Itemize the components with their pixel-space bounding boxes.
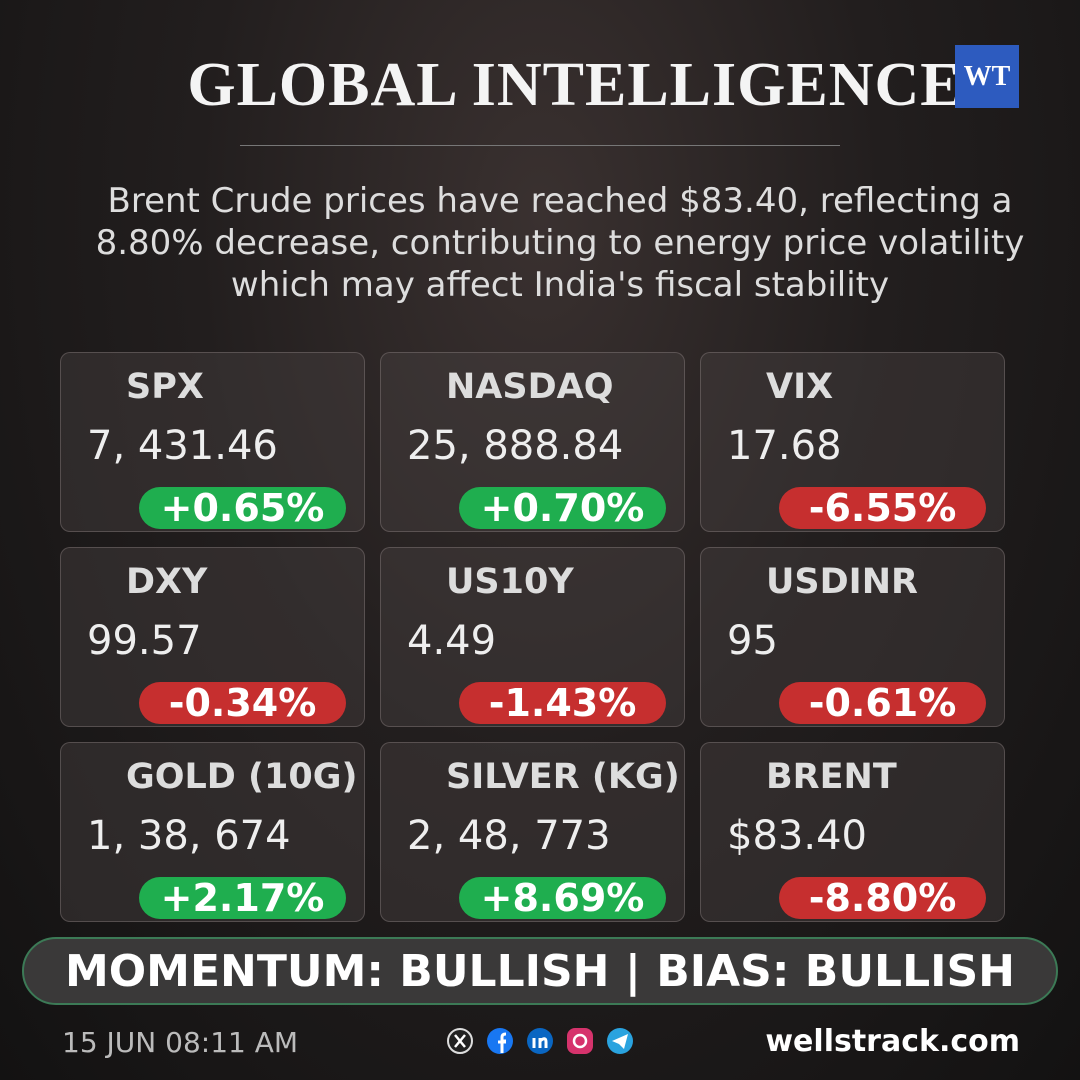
card-name: VIX	[766, 367, 834, 407]
card-value: 2, 48, 773	[407, 813, 611, 859]
card-name: NASDAQ	[446, 367, 614, 407]
card-value: $83.40	[727, 813, 867, 859]
timestamp: 15 JUN 08:11 AM	[62, 1026, 299, 1059]
instagram-icon[interactable]	[567, 1028, 593, 1054]
card-name: USDINR	[766, 562, 918, 602]
change-pill: -6.55%	[779, 486, 986, 530]
card-name: SILVER (KG)	[446, 757, 680, 797]
banner: MOMENTUM: BULLISH | BIAS: BULLISH	[22, 937, 1058, 1005]
card-value: 1, 38, 674	[87, 813, 291, 859]
card-name: GOLD (10G)	[126, 757, 358, 797]
market-card: VIX 17.68 -6.55%	[700, 352, 1005, 532]
card-name: US10Y	[446, 562, 574, 602]
title: GLOBAL INTELLIGENCE	[187, 51, 963, 119]
telegram-glyph	[612, 1034, 628, 1049]
market-card: US10Y 4.49 -1.43%	[380, 547, 685, 727]
website[interactable]: wellstrack.com	[765, 1024, 1020, 1059]
change-pill: +0.65%	[139, 486, 346, 530]
logo: WT	[955, 45, 1019, 108]
change-pill: +0.70%	[459, 486, 666, 530]
change-pill: -0.61%	[779, 681, 986, 725]
card-value: 95	[727, 618, 778, 664]
change-pill: -0.34%	[139, 681, 346, 725]
market-card: DXY 99.57 -0.34%	[60, 547, 365, 727]
linkedin-glyph	[532, 1037, 548, 1048]
card-name: BRENT	[766, 757, 897, 797]
market-card: BRENT $83.40 -8.80%	[700, 742, 1005, 922]
card-value: 4.49	[407, 618, 497, 664]
x-glyph	[454, 1034, 466, 1048]
facebook-glyph	[498, 1032, 507, 1053]
divider	[240, 145, 840, 146]
market-card: SPX 7, 431.46 +0.65%	[60, 352, 365, 532]
change-pill: +2.17%	[139, 876, 346, 920]
social-icons	[447, 1028, 633, 1054]
market-card: NASDAQ 25, 888.84 +0.70%	[380, 352, 685, 532]
card-name: DXY	[126, 562, 208, 602]
card-value: 7, 431.46	[87, 423, 278, 469]
market-card: GOLD (10G) 1, 38, 674 +2.17%	[60, 742, 365, 922]
card-name: SPX	[126, 367, 204, 407]
change-pill: -1.43%	[459, 681, 666, 725]
card-value: 25, 888.84	[407, 423, 624, 469]
change-pill: +8.69%	[459, 876, 666, 920]
market-card: SILVER (KG) 2, 48, 773 +8.69%	[380, 742, 685, 922]
market-card: USDINR 95 -0.61%	[700, 547, 1005, 727]
card-value: 17.68	[727, 423, 842, 469]
instagram-glyph	[572, 1033, 588, 1049]
change-pill: -8.80%	[779, 876, 986, 920]
card-value: 99.57	[87, 618, 202, 664]
summary: Brent Crude prices have reached $83.40, …	[95, 181, 1025, 305]
